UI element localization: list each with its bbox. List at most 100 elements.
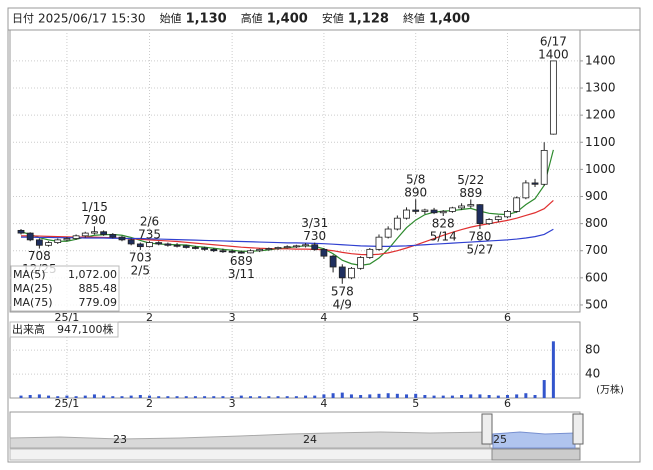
legend-box	[10, 265, 120, 312]
candle-body	[320, 248, 328, 257]
volume-bar	[56, 396, 60, 398]
x-tick-label: 3	[229, 311, 236, 324]
candle-body	[35, 239, 43, 246]
candle-body	[201, 247, 208, 250]
annotation: 708	[28, 249, 51, 263]
candle-body	[531, 182, 539, 185]
candle-body	[81, 232, 89, 237]
candle-body	[485, 219, 493, 225]
volume-bar	[203, 396, 207, 398]
volume-bar	[92, 394, 96, 398]
volume-bar	[414, 393, 418, 398]
ma-line	[21, 228, 554, 247]
navigator-handle[interactable]	[481, 413, 493, 445]
navigator-label: 25	[493, 433, 507, 446]
volume-bar	[267, 396, 271, 398]
volume-bar	[450, 395, 454, 398]
volume-bar	[505, 395, 509, 398]
volume-bar	[313, 395, 317, 398]
annotation: 3/11	[228, 267, 255, 281]
candle-body	[247, 250, 254, 254]
candle-body	[522, 182, 530, 199]
x-tick-label: 3	[229, 397, 236, 410]
candle-body	[17, 229, 25, 234]
header-value: 1,400	[267, 12, 308, 27]
volume-bar	[248, 396, 252, 398]
navigator-handle[interactable]	[572, 413, 584, 445]
candle-body	[274, 247, 282, 249]
volume-bar	[148, 395, 152, 398]
candle-body	[265, 248, 273, 250]
candle-body	[173, 244, 181, 247]
annotation: 790	[83, 213, 106, 227]
candle-body	[63, 238, 71, 241]
y-tick-label: 900	[585, 189, 608, 203]
annotation: 6/17	[540, 34, 567, 48]
candle-body	[384, 228, 392, 238]
candle-body	[504, 211, 511, 218]
volume-bar	[129, 395, 133, 398]
volume-bar	[487, 395, 491, 398]
volume-bar	[423, 395, 427, 398]
candle-body	[403, 209, 410, 219]
header-value: 1,400	[429, 12, 470, 27]
volume-bar	[285, 396, 289, 398]
candle-body	[449, 207, 456, 212]
x-tick-label: 5	[412, 311, 419, 324]
candle-body	[118, 236, 126, 241]
volume-bar	[19, 395, 23, 398]
navigator-selection	[492, 431, 576, 449]
volume-bar	[175, 396, 179, 398]
candle-body	[430, 209, 438, 214]
annotation: 1/15	[81, 200, 108, 214]
volume-bar	[542, 380, 546, 398]
candle-body	[375, 236, 383, 250]
annotation: 735	[138, 228, 161, 242]
volume-bar	[395, 393, 399, 398]
annotation: 5/27	[466, 243, 493, 257]
candle-body	[366, 248, 374, 258]
volume-bar	[47, 395, 51, 398]
volume-bar	[304, 395, 308, 398]
volume-bar	[469, 394, 473, 398]
volume-title-box	[9, 321, 119, 338]
volume-bar	[138, 395, 142, 398]
candle-body	[540, 149, 548, 185]
candle-body	[26, 232, 34, 241]
volume-bar	[340, 392, 344, 398]
candle-body	[393, 217, 401, 230]
candle-body	[237, 251, 245, 254]
volume-bar	[258, 396, 262, 398]
volume-bar	[386, 393, 390, 398]
volume-bar	[551, 341, 555, 398]
candle-body	[72, 235, 80, 239]
candle-body	[494, 216, 502, 220]
volume-bar	[65, 395, 69, 398]
volume-unit: (万株)	[596, 383, 624, 396]
volume-bar	[331, 393, 335, 398]
candle-body	[182, 245, 190, 248]
candle-body	[109, 234, 117, 238]
candle-body	[91, 231, 98, 234]
header-value: 1,130	[186, 12, 227, 27]
navigator-label: 23	[113, 433, 127, 446]
volume-bar	[157, 396, 161, 398]
scrollbar-thumb[interactable]	[491, 448, 581, 461]
volume-bar	[276, 396, 280, 398]
scrollbar-track[interactable]	[9, 448, 493, 461]
header-label: 高値	[241, 11, 263, 25]
volume-bar	[478, 394, 482, 398]
volume-bar	[83, 395, 87, 398]
candle-body	[45, 242, 52, 246]
candle-body	[192, 247, 199, 249]
candle-body	[54, 239, 62, 243]
candle-body	[338, 266, 346, 279]
y-tick-label: 1100	[585, 135, 616, 149]
navigator-label: 24	[303, 433, 317, 446]
x-tick-label: 2	[146, 397, 153, 410]
annotation: 3/31	[301, 216, 328, 230]
volume-bar	[405, 394, 409, 398]
y-tick-label: 1300	[585, 81, 616, 95]
candle-body	[329, 255, 337, 268]
volume-bar	[166, 396, 170, 398]
